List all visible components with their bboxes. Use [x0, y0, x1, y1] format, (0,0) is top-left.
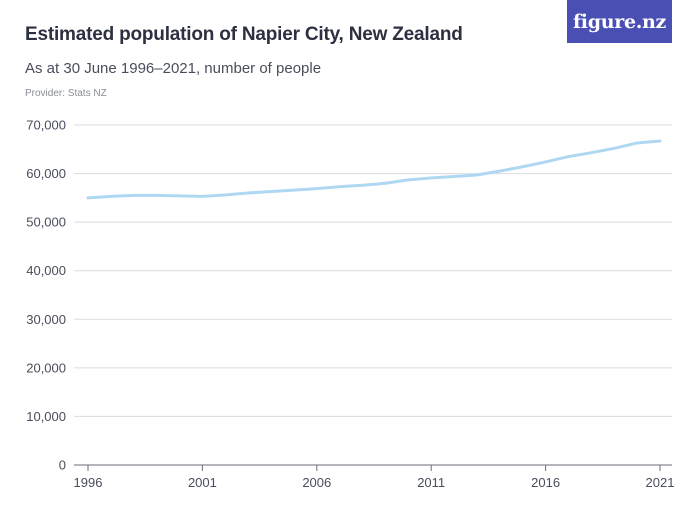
x-tick-labels: 1996 2001 2006 2011 2016 2021 [74, 475, 675, 490]
series-line [86, 139, 662, 200]
x-tick-label: 2006 [302, 475, 331, 490]
chart-subtitle: As at 30 June 1996–2021, number of peopl… [25, 60, 322, 77]
data-provider: Provider: Stats NZ [25, 88, 107, 99]
y-tick-labels: 0 10,000 20,000 30,000 40,000 50,000 60,000 70,… [26, 118, 66, 473]
y-tick-label: 30,000 [26, 312, 66, 327]
y-tick-label: 20,000 [26, 360, 66, 375]
series-layer [86, 139, 662, 200]
x-tick-label: 2011 [417, 475, 445, 490]
y-tick-label: 10,000 [26, 409, 66, 424]
x-tick-label: 1996 [74, 475, 103, 490]
figure-nz-logo[interactable]: figure.nz [567, 0, 672, 43]
y-tick-label: 70,000 [26, 118, 66, 133]
x-tick-label: 2016 [531, 475, 560, 490]
chart-title: Estimated population of Napier City, New… [25, 24, 463, 45]
axes [74, 464, 672, 471]
grid-lines [74, 124, 672, 417]
x-tick-label: 2021 [646, 475, 675, 490]
y-tick-label: 40,000 [26, 263, 66, 278]
y-tick-label: 0 [59, 458, 66, 473]
y-tick-label: 50,000 [26, 215, 66, 230]
x-tick-label: 2001 [188, 475, 217, 490]
y-tick-label: 60,000 [26, 166, 66, 181]
